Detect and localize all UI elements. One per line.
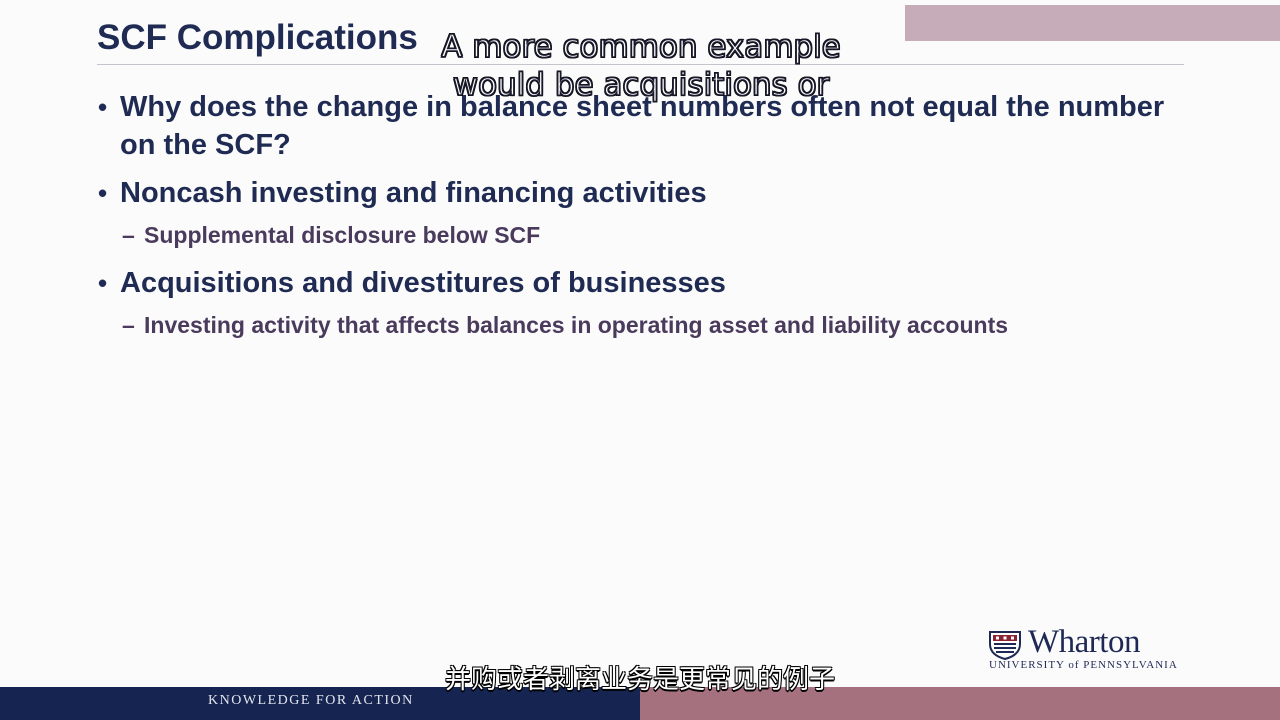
bullet-dot-icon: • [98, 92, 108, 122]
footer-bar-mauve [640, 687, 1280, 720]
english-subtitle: A more common example would be acquisiti… [431, 28, 851, 104]
logo-subtitle: UNIVERSITY of PENNSYLVANIA [989, 659, 1178, 671]
slide-title: SCF Complications [97, 18, 418, 57]
sub-bullet-text: Supplemental disclosure below SCF [144, 222, 541, 248]
shield-icon [989, 631, 1021, 660]
dash-icon: – [122, 222, 135, 248]
dash-icon: – [122, 312, 135, 338]
footer-tagline: KNOWLEDGE FOR ACTION [208, 693, 414, 708]
logo-wordmark: Wharton [1028, 624, 1140, 660]
sub-bullet-text: Investing activity that affects balances… [144, 312, 1009, 338]
english-subtitle-line: would be acquisitions or [452, 66, 830, 104]
bullet-dot-icon: • [98, 268, 108, 298]
bullet-list: • Why does the change in balance sheet n… [98, 88, 1198, 354]
bullet-item: • Noncash investing and financing activi… [98, 174, 1198, 212]
bullet-dot-icon: • [98, 178, 108, 208]
top-color-band [905, 5, 1280, 41]
footer-bar-navy [0, 687, 640, 720]
english-subtitle-line: A more common example [440, 28, 841, 66]
bullet-text: Why does the change in balance sheet num… [120, 91, 1165, 161]
bullet-item: • Acquisitions and divestitures of busin… [98, 264, 1198, 302]
sub-bullet-item: – Supplemental disclosure below SCF [98, 220, 1198, 250]
sub-bullet-item: – Investing activity that affects balanc… [98, 310, 1198, 340]
chinese-subtitle: 并购或者剥离业务是更常见的例子 [444, 665, 835, 695]
wharton-logo: Wharton UNIVERSITY of PENNSYLVANIA [988, 624, 1193, 674]
title-divider [97, 64, 1184, 65]
bullet-item: • Why does the change in balance sheet n… [98, 88, 1198, 164]
bullet-text: Acquisitions and divestitures of busines… [120, 267, 726, 299]
bullet-text: Noncash investing and financing activiti… [120, 177, 707, 209]
